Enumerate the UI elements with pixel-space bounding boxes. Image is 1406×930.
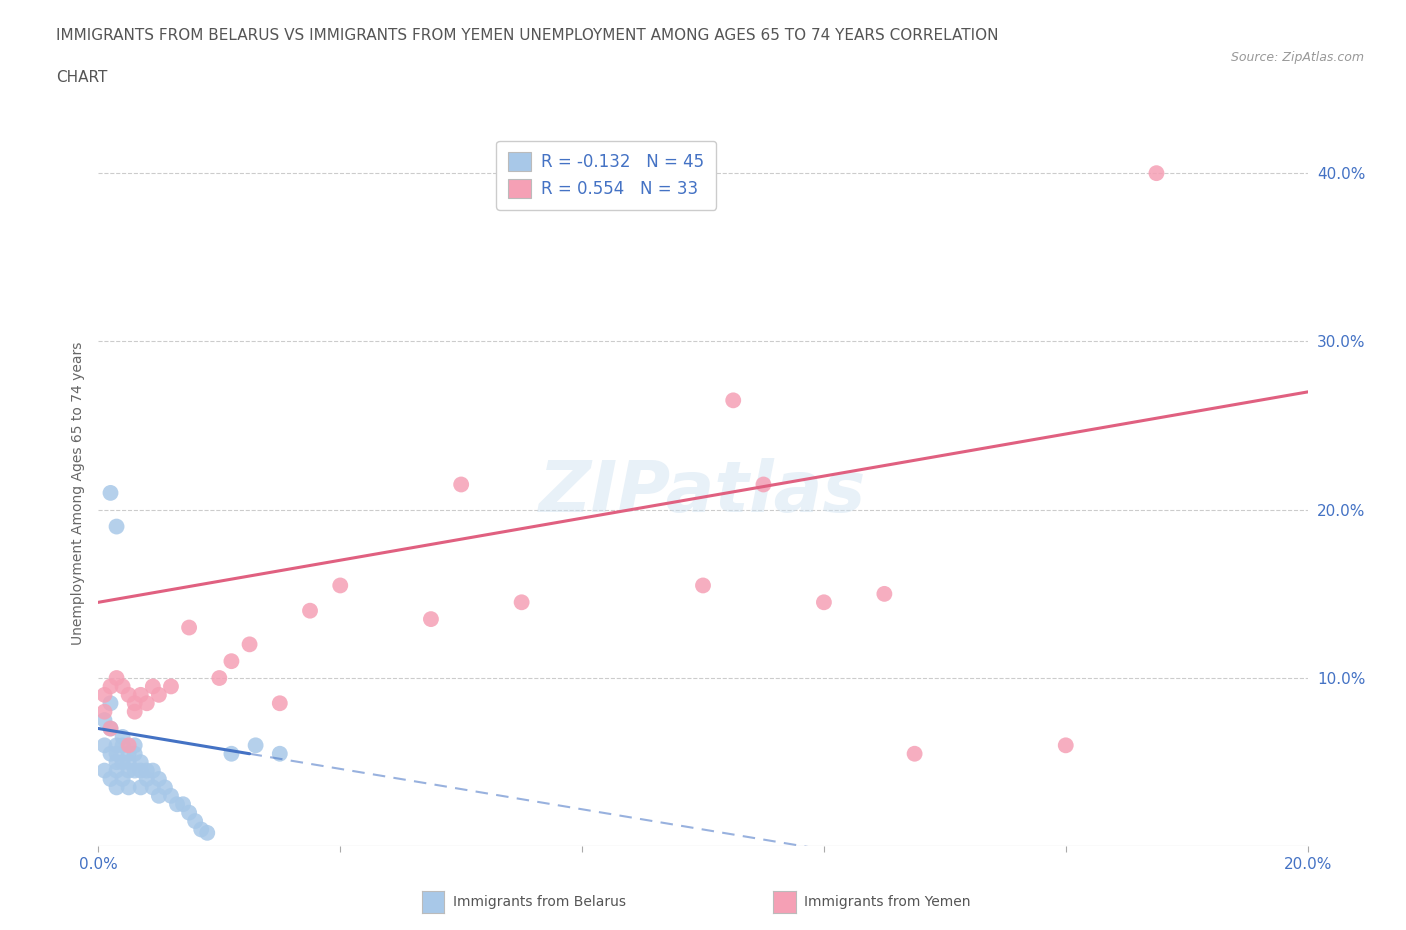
Point [160,679,183,694]
Point [148,772,170,787]
Point [510,595,533,610]
Point [124,746,146,761]
Point [124,696,146,711]
Point [195,826,218,841]
Point [245,737,267,752]
Point [100,772,122,787]
Point [129,764,152,778]
Point [105,746,128,761]
Point [124,704,146,719]
Point [239,637,262,652]
Point [118,780,141,795]
Text: Source: ZipAtlas.com: Source: ZipAtlas.com [1230,51,1364,64]
Point [100,746,122,761]
Point [135,696,157,711]
Point [329,578,352,593]
Point [105,737,128,752]
Point [160,789,183,804]
Point [129,755,152,770]
Point [118,764,141,778]
Point [105,755,128,770]
Point [904,746,927,761]
Point [100,721,122,736]
Point [299,604,322,618]
Point [172,797,194,812]
Point [105,519,128,534]
Point [105,764,128,778]
Point [93,704,115,719]
Point [129,780,152,795]
Text: IMMIGRANTS FROM BELARUS VS IMMIGRANTS FROM YEMEN UNEMPLOYMENT AMONG AGES 65 TO 7: IMMIGRANTS FROM BELARUS VS IMMIGRANTS FR… [56,28,998,43]
Point [153,780,176,795]
Point [135,764,157,778]
Point [166,797,188,812]
Point [179,620,201,635]
Point [221,746,243,761]
Point [148,789,170,804]
Point [100,485,122,500]
Point [111,772,134,787]
Legend: R = -0.132   N = 45, R = 0.554   N = 33: R = -0.132 N = 45, R = 0.554 N = 33 [496,140,716,210]
Point [100,721,122,736]
Point [269,746,291,761]
Point [93,737,115,752]
Point [93,687,115,702]
Point [124,737,146,752]
Point [190,822,212,837]
Point [105,780,128,795]
Point [135,772,157,787]
Point [142,679,165,694]
Point [142,764,165,778]
Point [142,780,165,795]
Point [208,671,231,685]
Point [873,587,896,602]
Point [111,737,134,752]
Point [813,595,835,610]
Point [692,578,714,593]
Point [420,612,443,627]
Point [111,729,134,744]
Point [723,392,745,407]
Point [118,687,141,702]
Point [118,755,141,770]
Point [100,696,122,711]
Point [118,746,141,761]
Point [129,687,152,702]
Y-axis label: Unemployment Among Ages 65 to 74 years: Unemployment Among Ages 65 to 74 years [70,341,84,644]
Point [1144,166,1167,180]
Point [450,477,472,492]
Text: CHART: CHART [56,70,108,85]
Point [111,679,134,694]
Point [100,679,122,694]
Text: Immigrants from Belarus: Immigrants from Belarus [453,895,626,910]
Point [93,764,115,778]
Point [105,671,128,685]
Text: Immigrants from Yemen: Immigrants from Yemen [804,895,970,910]
Point [269,696,291,711]
Point [179,805,201,820]
Point [124,764,146,778]
Point [184,814,207,829]
Point [148,687,170,702]
Point [118,737,141,752]
Point [111,755,134,770]
Point [221,654,243,669]
Point [752,477,775,492]
Point [1054,737,1077,752]
Text: ZIPatlas: ZIPatlas [540,458,866,527]
Point [93,712,115,727]
